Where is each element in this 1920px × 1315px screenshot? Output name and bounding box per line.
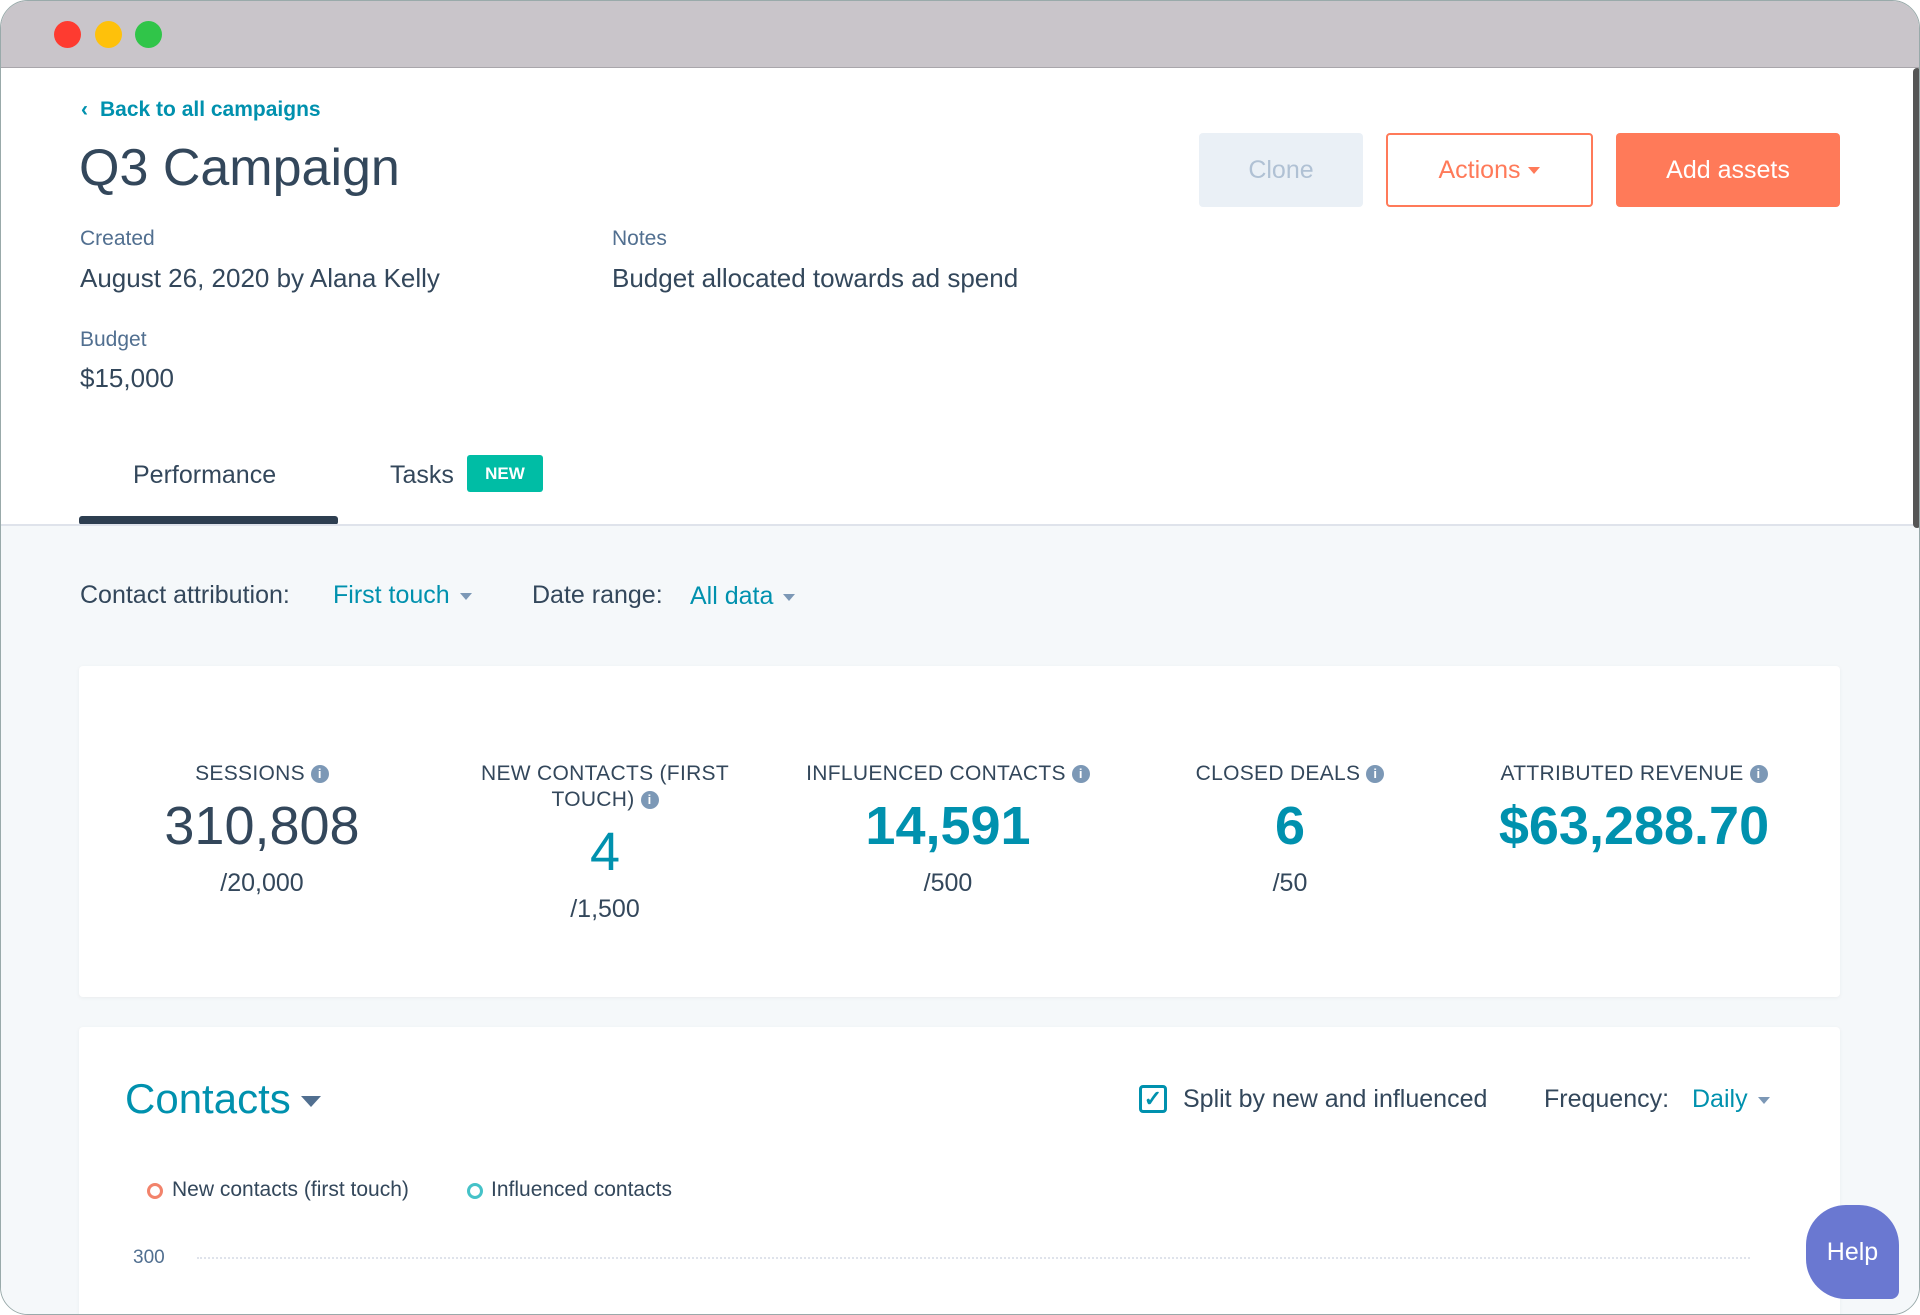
budget-label: Budget: [80, 328, 147, 351]
caret-down-icon: [459, 592, 472, 600]
split-checkbox[interactable]: ✓: [1139, 1085, 1167, 1113]
stat-attributed-revenue: ATTRIBUTED REVENUE i $63,288.70: [1469, 761, 1799, 857]
minimize-window-button[interactable]: [95, 21, 122, 48]
tab-performance[interactable]: Performance: [133, 461, 277, 489]
stat-sessions: SESSIONS i 310,808 /20,000: [97, 761, 427, 898]
chart-gridline: [197, 1257, 1750, 1259]
stat-influenced-contacts: INFLUENCED CONTACTS i 14,591 /500: [783, 761, 1113, 898]
stat-value: 4: [589, 822, 621, 882]
created-label: Created: [80, 227, 155, 250]
legend-new-contacts[interactable]: New contacts (first touch): [172, 1178, 409, 1201]
back-link[interactable]: ‹ Back to all campaigns: [81, 98, 321, 122]
attribution-label: Contact attribution:: [80, 581, 290, 609]
back-link-label: Back to all campaigns: [100, 98, 321, 121]
active-tab-indicator: [79, 516, 338, 525]
stat-new-contacts: NEW CONTACTS (FIRST TOUCH) i 4 /1,500: [470, 761, 740, 924]
help-button[interactable]: Help: [1806, 1205, 1899, 1299]
y-axis-tick: 300: [133, 1247, 165, 1268]
info-icon[interactable]: i: [1366, 765, 1385, 784]
stat-value: 14,591: [865, 796, 1031, 856]
caret-down-icon: [783, 593, 796, 601]
info-icon[interactable]: i: [310, 765, 329, 784]
attribution-dropdown[interactable]: First touch: [333, 581, 472, 610]
attribution-value: First touch: [333, 581, 450, 609]
date-range-dropdown[interactable]: All data: [690, 582, 796, 611]
stat-label: INFLUENCED CONTACTS: [806, 762, 1066, 785]
date-range-value: All data: [690, 582, 774, 610]
split-label: Split by new and influenced: [1183, 1085, 1488, 1113]
legend-influenced-marker: [467, 1183, 483, 1199]
created-value: August 26, 2020 by Alana Kelly: [80, 263, 440, 293]
page-title: Q3 Campaign: [79, 139, 400, 197]
chevron-left-icon: ‹: [81, 98, 88, 121]
stat-label: NEW CONTACTS (FIRST TOUCH): [481, 762, 729, 811]
stat-value: $63,288.70: [1498, 796, 1770, 856]
caret-down-icon: [1757, 1096, 1770, 1104]
stat-goal: /50: [1272, 869, 1308, 897]
stat-label: ATTRIBUTED REVENUE: [1500, 762, 1744, 785]
caret-down-icon: [300, 1096, 321, 1108]
title-bar: [1, 1, 1919, 68]
legend-new-contacts-marker: [147, 1183, 163, 1199]
contacts-card: [79, 1027, 1840, 1314]
date-range-label: Date range:: [532, 581, 663, 609]
contacts-title: Contacts: [125, 1075, 291, 1122]
stat-goal: /20,000: [220, 869, 304, 897]
maximize-window-button[interactable]: [135, 21, 162, 48]
new-badge: NEW: [467, 455, 543, 492]
stat-goal: /1,500: [570, 895, 640, 923]
tab-tasks[interactable]: Tasks: [390, 461, 454, 489]
stat-value: 310,808: [164, 796, 360, 856]
budget-value: $15,000: [80, 363, 174, 393]
scrollbar[interactable]: [1913, 68, 1919, 528]
stat-label: CLOSED DEALS: [1195, 762, 1361, 785]
stat-closed-deals: CLOSED DEALS i 6 /50: [1125, 761, 1455, 898]
stat-goal: /500: [923, 869, 973, 897]
notes-value: Budget allocated towards ad spend: [612, 263, 1019, 293]
contacts-report-dropdown[interactable]: Contacts: [125, 1075, 321, 1123]
stat-label: SESSIONS: [195, 762, 305, 785]
add-assets-button[interactable]: Add assets: [1616, 133, 1840, 207]
notes-label: Notes: [612, 227, 667, 250]
info-icon[interactable]: i: [1071, 765, 1090, 784]
close-window-button[interactable]: [54, 21, 81, 48]
caret-down-icon: [1528, 166, 1541, 174]
stats-card: [79, 666, 1840, 997]
actions-label: Actions: [1438, 155, 1521, 184]
frequency-dropdown[interactable]: Daily: [1692, 1085, 1770, 1114]
actions-button[interactable]: Actions: [1386, 133, 1593, 207]
info-icon[interactable]: i: [1749, 765, 1768, 784]
clone-button[interactable]: Clone: [1199, 133, 1363, 207]
stat-value: 6: [1274, 796, 1306, 856]
frequency-label: Frequency:: [1544, 1085, 1670, 1113]
legend-influenced-contacts[interactable]: Influenced contacts: [491, 1178, 672, 1201]
info-icon[interactable]: i: [640, 791, 659, 810]
frequency-value: Daily: [1692, 1085, 1748, 1113]
